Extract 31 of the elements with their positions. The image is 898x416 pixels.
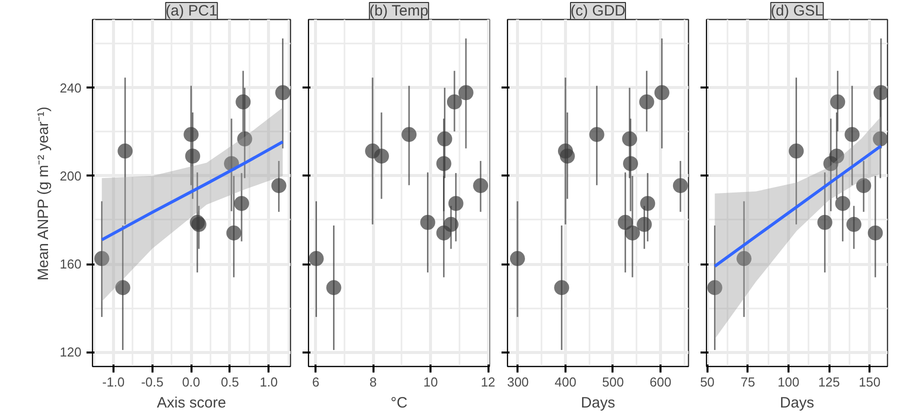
x-tick-label: 125	[818, 374, 840, 390]
x-axis-title: Days	[580, 394, 616, 412]
y-tick-label: 160	[60, 256, 82, 272]
x-tick-label: 6	[312, 374, 320, 390]
x-tick-label: 10	[423, 374, 438, 390]
chart-title: (a) PC1	[166, 2, 218, 20]
y-axis-title: Mean ANPP (g m⁻² year⁻¹)	[34, 106, 52, 281]
y-tick-label: 240	[60, 80, 82, 96]
x-tick-label: 1.0	[260, 374, 278, 390]
x-tick-label: 100	[778, 374, 800, 390]
chart-title: (c) GDD	[570, 2, 626, 20]
x-tick-label: 50	[700, 374, 715, 390]
chart-title: (d) GSL	[770, 2, 824, 20]
x-tick-label: 400	[554, 374, 576, 390]
x-tick-label: 12	[480, 374, 496, 390]
y-tick-label: 120	[60, 344, 82, 360]
x-tick-label: 500	[602, 374, 624, 390]
x-tick-label: 600	[650, 374, 672, 390]
x-tick-label: -0.5	[141, 374, 164, 390]
x-tick-label: 0.5	[220, 374, 239, 390]
x-tick-label: 75	[740, 374, 756, 390]
x-tick-label: 300	[507, 374, 529, 390]
x-axis-title: Axis score	[156, 394, 226, 412]
chart-title: (b) Temp	[369, 2, 428, 20]
x-tick-label: 150	[858, 374, 880, 390]
x-axis-title: °C	[390, 394, 408, 412]
x-tick-label: 0.0	[182, 374, 200, 390]
x-tick-label: 8	[370, 374, 377, 390]
x-axis-title: Days	[780, 394, 814, 412]
x-tick-label: -1.0	[102, 374, 125, 390]
y-tick-label: 200	[60, 168, 82, 184]
